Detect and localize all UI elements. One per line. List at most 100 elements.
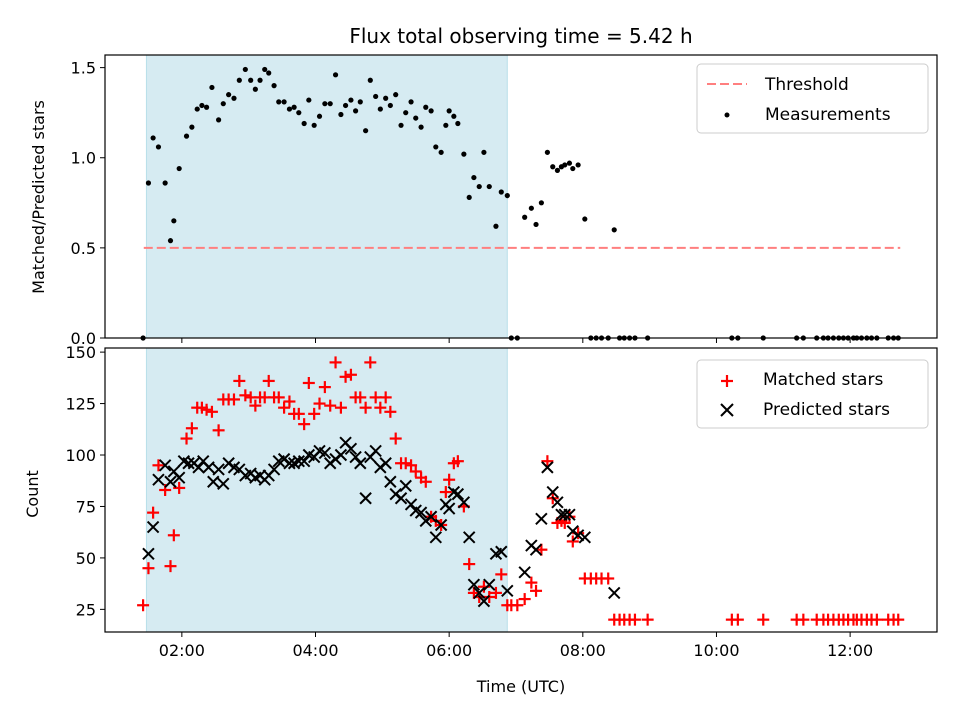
measurement-point	[271, 83, 277, 89]
predicted-star-point	[359, 492, 372, 505]
legend-measurements-label: Measurements	[765, 105, 891, 125]
measurement-point	[296, 110, 302, 116]
measurement-point	[522, 214, 528, 220]
measurement-point	[220, 101, 226, 107]
measurement-point	[183, 133, 190, 139]
top-legend: Threshold Measurements	[696, 63, 929, 134]
matched-star-point	[339, 370, 352, 383]
measurement-point	[566, 160, 573, 166]
y-tick-label: 150	[65, 343, 96, 362]
measurement-point	[291, 104, 297, 110]
measurement-point	[145, 180, 152, 186]
predicted-star-point	[529, 543, 543, 556]
y-tick-label: 125	[65, 395, 96, 414]
matched-star-point	[495, 568, 508, 581]
predicted-star-point	[424, 510, 438, 523]
measurement-point	[562, 162, 568, 168]
predicted-star-point	[344, 442, 358, 456]
measurement-point	[332, 72, 339, 78]
matched-star-point	[344, 368, 357, 381]
matched-star-point	[302, 376, 315, 389]
legend-matched-swatch	[721, 375, 733, 387]
predicted-star-point	[267, 463, 281, 476]
measurement-point	[150, 135, 156, 141]
matched-star-point	[731, 613, 744, 626]
bottom-legend: Matched stars Predicted stars	[696, 359, 929, 429]
predicted-star-point	[192, 461, 205, 474]
measurement-point	[363, 128, 369, 134]
predicted-star-point	[535, 512, 548, 526]
measurement-point	[252, 86, 258, 92]
predicted-star-point	[551, 496, 564, 509]
matched-star-point	[399, 457, 412, 470]
measurement-point	[493, 223, 499, 229]
measurement-point	[538, 200, 544, 206]
measurement-point	[276, 99, 282, 105]
predicted-star-point	[394, 492, 408, 505]
predicted-star-point	[483, 578, 496, 591]
matched-star-point	[205, 405, 218, 418]
x-tick-label: 08:00	[560, 641, 606, 660]
predicted-star-point	[495, 545, 508, 558]
top-panel: 0.0 0.5 1.0 1.5 Matched/Predicted stars Thr…	[29, 54, 938, 348]
matched-star-point	[602, 572, 615, 585]
measurement-point	[327, 101, 333, 107]
matched-star-point	[278, 401, 291, 414]
matched-star-point	[405, 459, 418, 472]
matched-star-point	[142, 562, 155, 575]
top-y-axis-label: Matched/Predicted stars	[29, 100, 48, 294]
measurement-point	[236, 77, 242, 83]
measurement-point	[408, 99, 414, 105]
matched-star-point	[180, 432, 193, 445]
x-tick-label: 10:00	[693, 641, 739, 660]
measurement-point	[301, 120, 307, 127]
predicted-star-point	[434, 518, 448, 532]
measurement-point	[257, 77, 263, 83]
matched-star-point	[249, 399, 262, 412]
predicted-star-point	[334, 448, 348, 462]
predicted-star-point	[158, 459, 172, 472]
measurement-point	[199, 102, 205, 109]
predicted-star-point	[518, 566, 531, 579]
measurement-point	[342, 102, 349, 109]
matched-star-point	[451, 455, 464, 468]
measurement-point	[461, 151, 467, 157]
predicted-star-point	[202, 461, 215, 474]
predicted-star-point	[354, 457, 367, 470]
matched-star-point	[308, 407, 321, 420]
matched-star-point	[439, 486, 452, 499]
predicted-star-point	[404, 498, 418, 511]
measurement-point	[377, 106, 383, 112]
matched-star-point	[511, 599, 524, 612]
measurement-point	[398, 122, 404, 128]
matched-star-point	[227, 393, 240, 406]
measurement-point	[176, 165, 182, 172]
matched-star-point	[389, 432, 402, 445]
measurement-point	[167, 238, 174, 244]
matched-star-point	[283, 395, 296, 408]
measurement-point	[428, 108, 434, 114]
measurement-point	[418, 124, 424, 130]
x-tick-label: 02:00	[159, 641, 205, 660]
matched-star-point	[354, 391, 367, 404]
matched-star-point	[324, 399, 337, 412]
predicted-star-point	[212, 463, 225, 476]
predicted-star-point	[608, 586, 621, 600]
y-tick-label: 100	[65, 446, 96, 465]
matched-star-point	[641, 613, 654, 626]
bottom-y-axis-label: Count	[23, 470, 42, 518]
measurement-point	[498, 189, 504, 195]
measurement-point	[387, 102, 393, 109]
measurement-point	[266, 70, 272, 76]
measurement-point	[231, 95, 237, 101]
measurement-point	[570, 165, 576, 172]
legend-predicted-label: Predicted stars	[763, 400, 890, 420]
matched-star-point	[525, 576, 538, 589]
matched-star-point	[167, 529, 180, 542]
measurement-point	[353, 108, 359, 114]
bottom-observing-window	[145, 347, 508, 633]
matched-star-point	[628, 613, 641, 626]
measurement-point	[286, 106, 293, 112]
matched-star-point	[137, 599, 150, 612]
